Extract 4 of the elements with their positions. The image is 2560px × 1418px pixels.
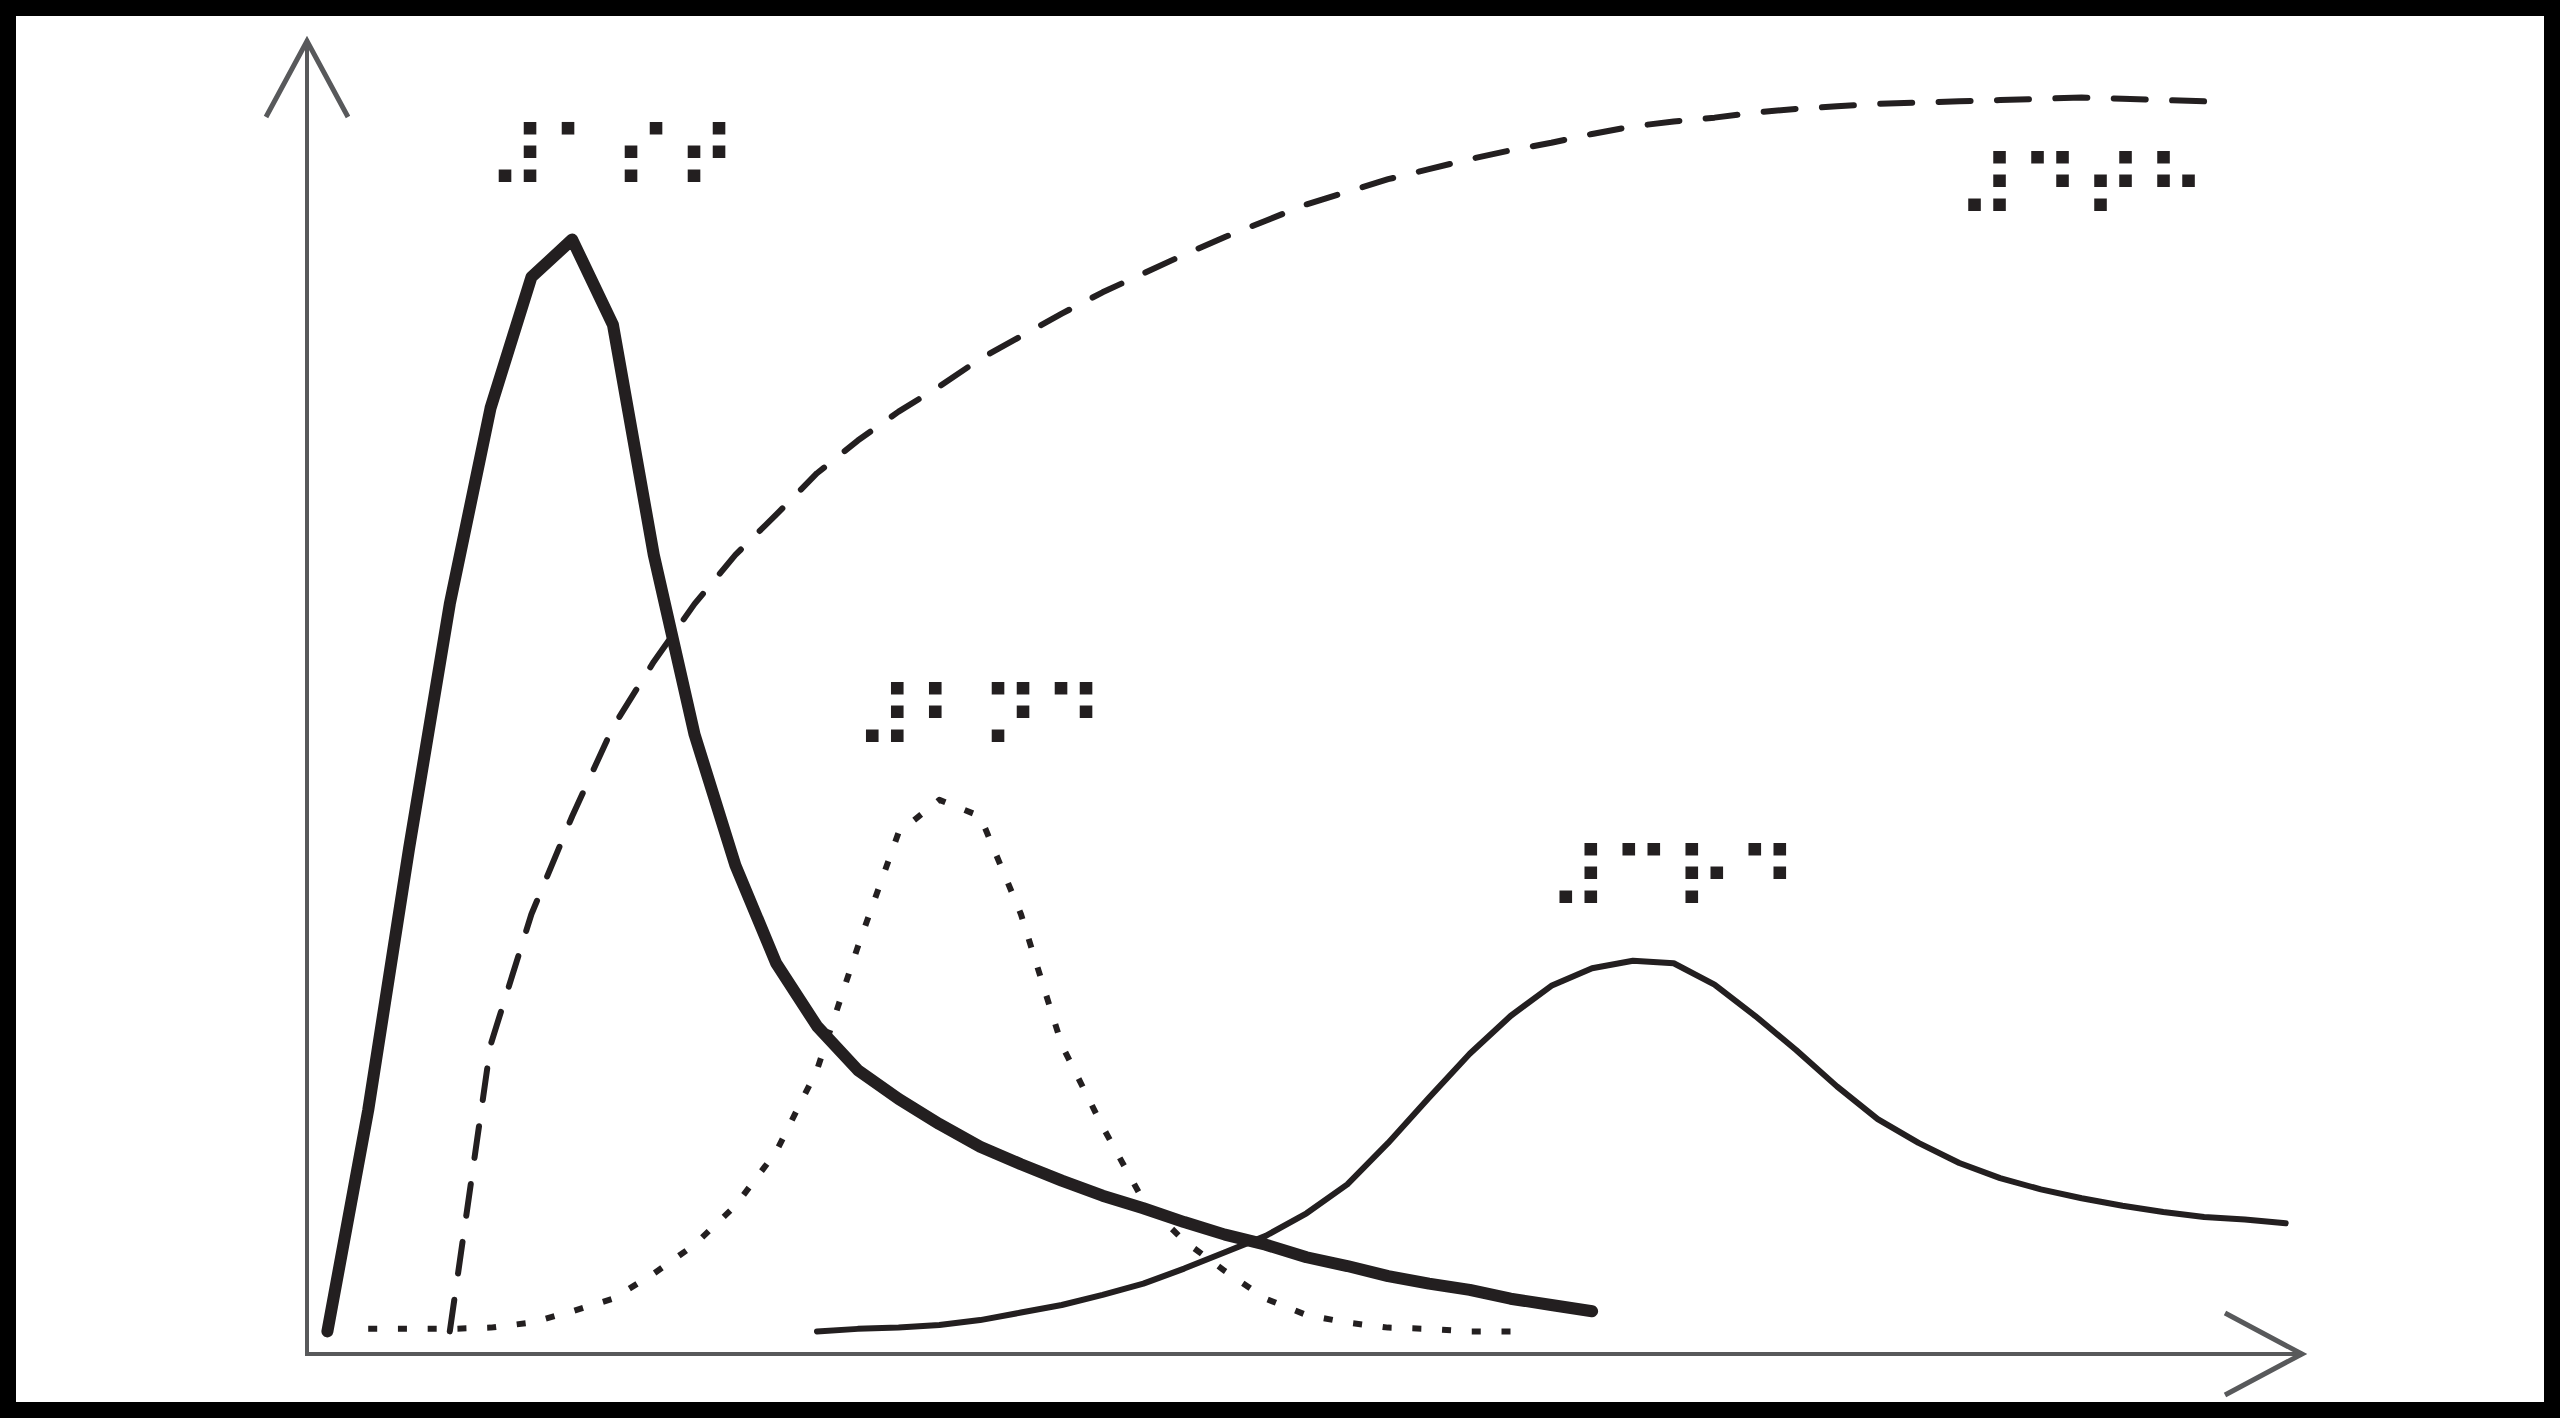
series-label: ⠼⠁⠎⠞: [486, 108, 739, 209]
series-label: ⠼⠙⠞⠓: [1955, 137, 2208, 238]
series-label: ⠼⠉⠗⠙: [1546, 830, 1799, 931]
series-label: ⠼⠃⠝⠙: [853, 669, 1106, 770]
